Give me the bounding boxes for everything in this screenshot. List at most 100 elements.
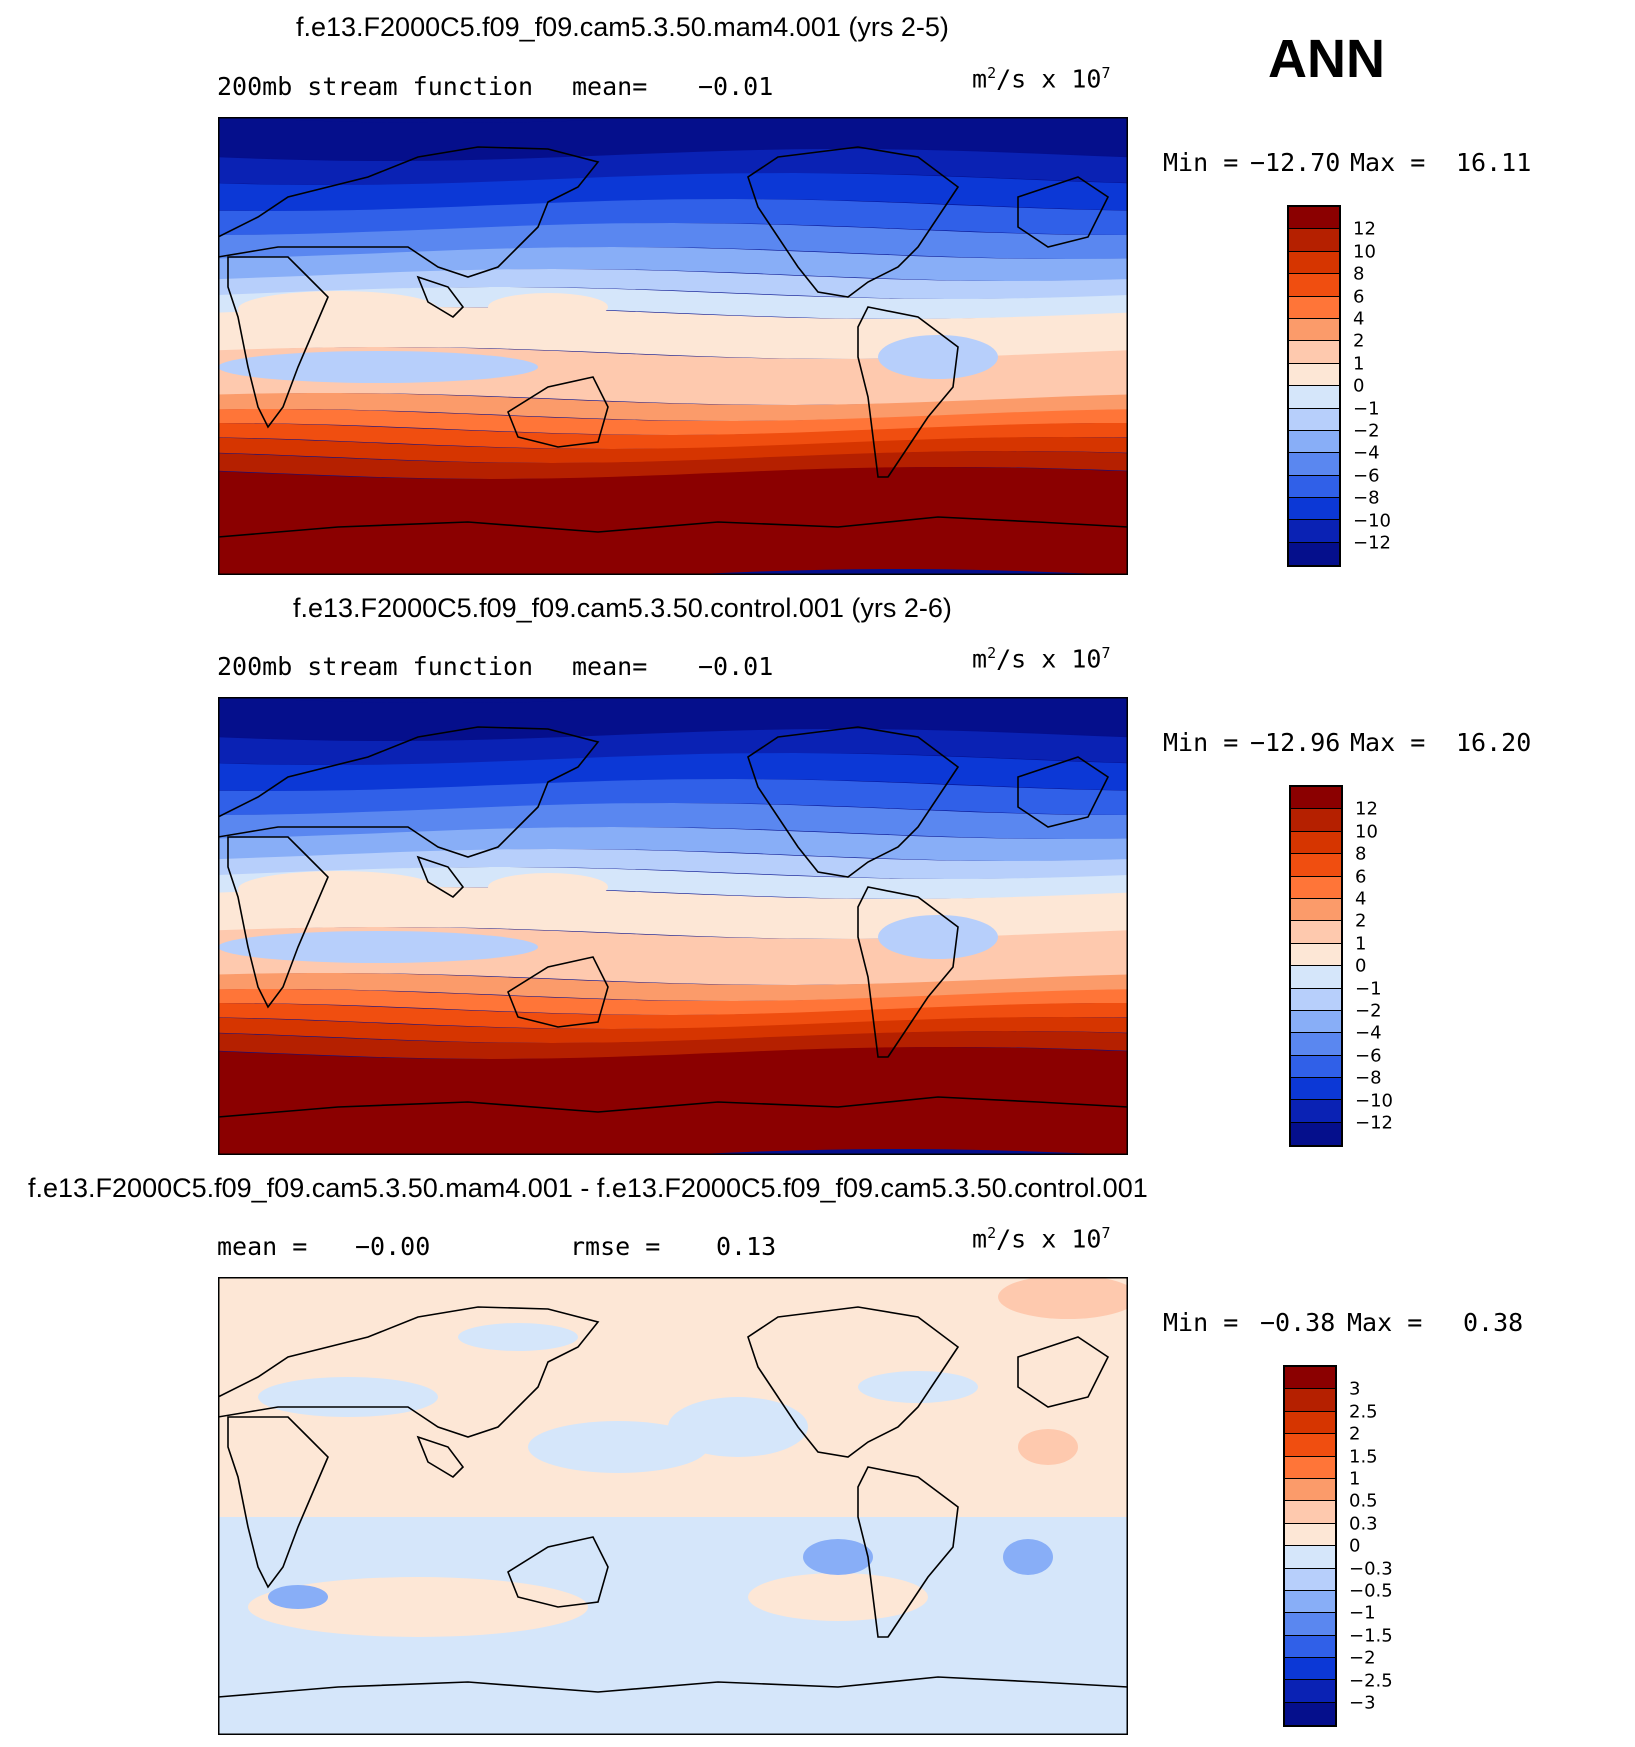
contour-band [218,779,1128,815]
colorbar-cell [1289,274,1339,297]
coastline [227,1416,329,1589]
contour-blob [803,1539,873,1575]
panel-1-title: f.e13.F2000C5.f09_f09.cam5.3.50.mam4.001… [296,12,949,42]
coastline [507,376,609,448]
panel-2-max-value: 16.20 [1456,728,1532,757]
contour-band [218,849,1128,879]
panel-2-min-label: Min = [1163,728,1239,757]
coastline [218,146,600,278]
coastline [857,886,959,1058]
panel-2-units: m2/s x 107 [972,644,1111,674]
panel-3-max-value: 0.38 [1463,1308,1524,1337]
colorbar-cell [1289,229,1339,252]
colorbar-cell [1285,1613,1335,1636]
colorbar-cell [1285,1411,1335,1435]
panel-1-min-value: −12.70 [1250,148,1341,177]
colorbar-tick-label: −12 [1355,1112,1393,1134]
panel-2-variable: 200mb stream function [217,652,534,681]
contour-band [218,729,1128,765]
colorbar-tick-label: −8 [1353,487,1380,509]
contour-blob [858,1371,978,1403]
contour-blob [238,291,438,327]
coastline [857,1466,959,1638]
colorbar-tick-label: 3 [1349,1378,1361,1400]
colorbar-cell [1291,1078,1341,1101]
panel-2-mean-label: mean= [572,652,648,681]
panel-2-map [218,697,1128,1155]
colorbar-tick-label: 10 [1353,241,1376,263]
coastline [218,1096,1128,1155]
panel-1-mean-value: −0.01 [698,72,774,101]
contour-blob [238,871,438,907]
contour-band [218,117,1128,161]
coastline [416,275,465,319]
contour-blob [248,1577,588,1637]
colorbar-cell [1285,1389,1335,1412]
colorbar-tick-label: 6 [1355,866,1367,888]
colorbar-tick-label: −12 [1353,532,1391,554]
colorbar-tick-label: 0 [1349,1535,1361,1557]
contour-band [218,1003,1128,1029]
coastline [416,1435,465,1479]
colorbar-tick-label: −1 [1353,398,1380,420]
contour-band [218,827,1128,861]
colorbar-cell [1285,1367,1335,1390]
contour-band [218,269,1128,299]
contour-blob [1018,1429,1078,1465]
colorbar-cell [1291,1100,1341,1123]
coastline [416,855,465,899]
colorbar-cell [1291,898,1341,922]
contour-blob [268,1585,328,1609]
coastline [1017,176,1110,248]
colorbar-tick-label: −6 [1355,1045,1382,1067]
colorbar-cell [1289,318,1339,342]
colorbar-cell [1289,430,1339,454]
colorbar-tick-label: −1 [1355,978,1382,1000]
colorbar-cell [1285,1680,1335,1703]
coastline [747,146,960,298]
colorbar-cell [1289,363,1339,387]
colorbar-tick-label: 10 [1355,821,1378,843]
colorbar-cell [1289,453,1339,476]
contour-band [218,199,1128,235]
contour-blob [748,1573,928,1621]
colorbar-tick-label: 0.5 [1349,1490,1378,1512]
colorbar-cell [1291,854,1341,877]
panel-3-rmse-label: rmse = [570,1232,661,1261]
colorbar-cell [1285,1658,1335,1681]
colorbar-tick-label: 2 [1353,330,1365,352]
panel-3-title: f.e13.F2000C5.f09_f09.cam5.3.50.mam4.001… [28,1173,1148,1203]
colorbar-tick-label: −6 [1353,465,1380,487]
colorbar-cell [1291,876,1341,899]
coastline [507,1536,609,1608]
panel-2-mean-value: −0.01 [698,652,774,681]
colorbar-tick-label: 1 [1355,933,1367,955]
colorbar-cell [1291,1122,1341,1146]
panel-3-units: m2/s x 107 [972,1224,1111,1254]
colorbar-cell [1291,1033,1341,1056]
contour-band [218,287,1128,319]
colorbar-swatches [1289,785,1343,1148]
colorbar-cell [1285,1546,1335,1569]
panel-1-variable: 200mb stream function [217,72,534,101]
coastline [227,256,329,429]
colorbar-tick-label: 12 [1353,218,1376,240]
panel-2-max-label: Max = [1350,728,1426,757]
colorbar-tick-label: 4 [1355,888,1367,910]
colorbar-cell [1285,1434,1335,1457]
colorbar-tick-label: 2 [1355,910,1367,932]
colorbar-cell [1291,988,1341,1011]
colorbar-tick-label: 1 [1349,1468,1361,1490]
colorbar-tick-label: 2.5 [1349,1401,1378,1423]
contour-band [218,697,1128,741]
colorbar-cell [1289,408,1339,431]
colorbar-cell [1285,1590,1335,1614]
panel-1-units: m2/s x 107 [972,64,1111,94]
panel-3-mean-label: mean = [217,1232,308,1261]
colorbar-tick-label: 0 [1355,955,1367,977]
colorbar-cell [1285,1456,1335,1479]
coastline [218,516,1128,575]
coastline [747,1306,960,1458]
colorbar-cell [1291,943,1341,967]
contour-band [218,423,1128,449]
